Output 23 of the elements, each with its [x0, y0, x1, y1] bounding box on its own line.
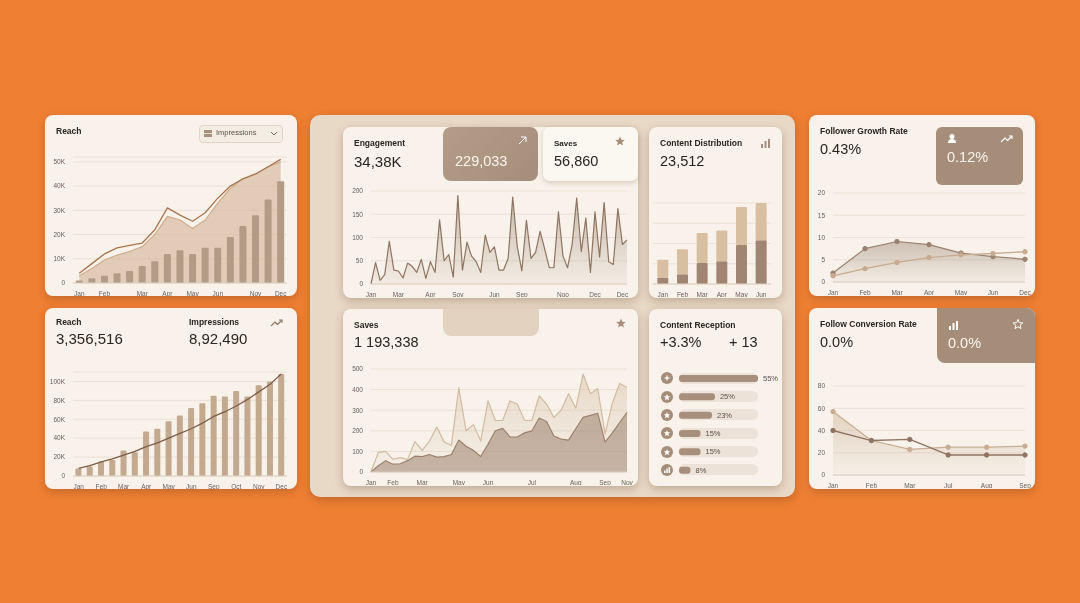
- text: 0.0%: [820, 334, 854, 351]
- text: 34,38K: [354, 153, 402, 171]
- text: 0.0%: [948, 335, 982, 352]
- chart-title: Engagement: [354, 138, 406, 149]
- text: + 13: [729, 334, 758, 351]
- text: 23,512: [660, 153, 705, 170]
- text: 3,356,516: [56, 330, 123, 348]
- text: Saves: [554, 139, 578, 149]
- chart-title: Reach: [56, 126, 82, 137]
- text: 0.43%: [820, 141, 862, 158]
- text: Reach: [56, 317, 82, 328]
- text: 229,033: [455, 153, 508, 170]
- chart-title: Saves: [354, 320, 379, 331]
- text: Impressions: [189, 317, 240, 328]
- chart-title: Follower Growth Rate: [820, 126, 908, 137]
- chart-title: Follow Conversion Rate: [820, 319, 917, 330]
- text: 1 193,338: [354, 334, 419, 351]
- text: +3.3%: [660, 334, 702, 351]
- chart-title: Content Reception: [660, 320, 736, 331]
- text: 8,92,490: [189, 330, 248, 348]
- text: 0.12%: [947, 149, 989, 166]
- chart-title: Content Distribution: [660, 138, 743, 149]
- text: 56,860: [554, 153, 599, 170]
